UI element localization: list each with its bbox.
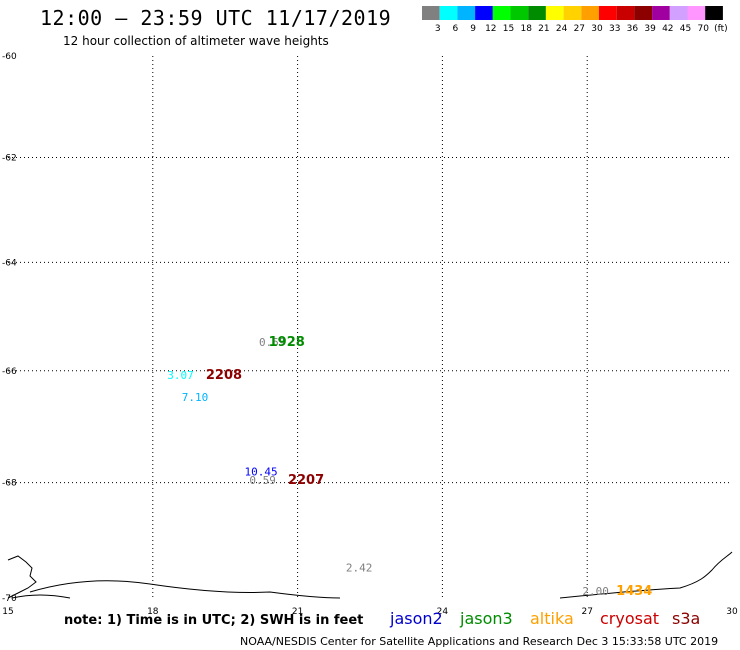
legend-swatch [563, 6, 582, 20]
legend-label: 18 [520, 24, 532, 34]
y-tick-label: -64 [2, 258, 17, 268]
coastline [7, 555, 37, 599]
legend-label: 9 [470, 24, 476, 34]
legend-label: 39 [644, 24, 656, 34]
legend-label: (ft) [714, 24, 728, 34]
coastline [29, 580, 341, 599]
pass-time-label: 2208 [206, 368, 242, 383]
legend-label: 3 [435, 24, 441, 34]
legend-swatch [510, 6, 529, 20]
legend-label: 33 [609, 24, 620, 34]
coastline [559, 551, 733, 599]
x-tick-label: 30 [726, 607, 738, 617]
legend-swatch [687, 6, 706, 20]
wave-height-value: 0.59 [249, 474, 275, 487]
legend-label: 12 [485, 24, 496, 34]
legend-swatch [669, 6, 688, 20]
satellite-cryosat: cryosat [600, 609, 660, 628]
wave-height-value: 7.10 [182, 391, 209, 404]
legend-swatch [475, 6, 493, 20]
legend-label: 30 [591, 24, 603, 34]
x-tick-label: 18 [147, 607, 159, 617]
y-tick-label: -66 [2, 367, 17, 377]
wave-height-value: 3.07 [167, 369, 194, 382]
legend-swatch [457, 6, 476, 20]
y-tick-label: -60 [2, 52, 17, 62]
legend-swatch [599, 6, 617, 20]
x-tick-label: 27 [581, 607, 592, 617]
satellite-jason3: jason3 [460, 609, 513, 628]
legend-label: 45 [680, 24, 691, 34]
y-tick-label: -62 [2, 153, 17, 163]
coastline [11, 594, 71, 599]
legend-swatch [652, 6, 670, 20]
wave-height-value: 0.59 [259, 336, 286, 349]
pass-time-label: 1928 [269, 335, 305, 350]
satellite-s3a: s3a [672, 609, 701, 628]
legend-swatch [528, 6, 546, 20]
legend-label: 36 [627, 24, 639, 34]
legend-swatch [439, 6, 458, 20]
y-tick-label: -70 [2, 594, 17, 604]
legend-swatch [581, 6, 599, 20]
legend-label: 42 [662, 24, 673, 34]
legend-label: 15 [503, 24, 514, 34]
x-tick-label: 24 [437, 607, 449, 617]
page-subtitle: 12 hour collection of altimeter wave hei… [63, 34, 329, 48]
wave-height-value: 2.00 [582, 585, 609, 598]
x-tick-label: 21 [292, 607, 303, 617]
legend-swatch [492, 6, 511, 20]
legend-label: 24 [556, 24, 568, 34]
legend-label: 70 [697, 24, 709, 34]
legend-swatch [616, 6, 635, 20]
legend-swatch [705, 6, 723, 20]
pass-time-label: 1434 [616, 584, 652, 599]
satellite-altika: altika [530, 609, 574, 628]
legend-swatch [634, 6, 653, 20]
legend-swatch [422, 6, 440, 20]
wave-height-value: 10.45 [245, 465, 278, 478]
x-tick-label: 15 [2, 607, 13, 617]
color-legend: 3 6 9 12 15 18 21 24 27 30 33 36 39 42 45 70 (ft) [422, 6, 728, 34]
wave-height-value: 2.42 [346, 562, 373, 575]
y-tick-label: -68 [2, 479, 17, 489]
legend-swatch [545, 6, 564, 20]
legend-label: 21 [538, 24, 549, 34]
footer-note: note: 1) Time is in UTC; 2) SWH is in fe… [64, 613, 364, 628]
pass-time-label: 2207 [288, 473, 324, 488]
legend-label: 27 [574, 24, 585, 34]
credit-line: NOAA/NESDIS Center for Satellite Applica… [240, 635, 719, 648]
page-title: 12:00 — 23:59 UTC 11/17/2019 [40, 6, 392, 30]
legend-label: 6 [453, 24, 459, 34]
satellite-jason2: jason2 [390, 609, 443, 628]
